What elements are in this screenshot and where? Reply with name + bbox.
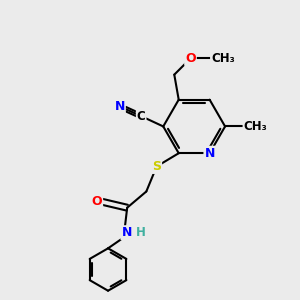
Text: N: N (204, 147, 215, 160)
Text: CH₃: CH₃ (211, 52, 235, 65)
Text: S: S (152, 160, 161, 173)
Text: O: O (92, 195, 102, 208)
Text: N: N (122, 226, 132, 239)
Text: C: C (137, 110, 146, 123)
Text: O: O (185, 52, 196, 65)
Text: CH₃: CH₃ (244, 120, 267, 133)
Text: N: N (115, 100, 125, 113)
Text: H: H (136, 226, 146, 239)
